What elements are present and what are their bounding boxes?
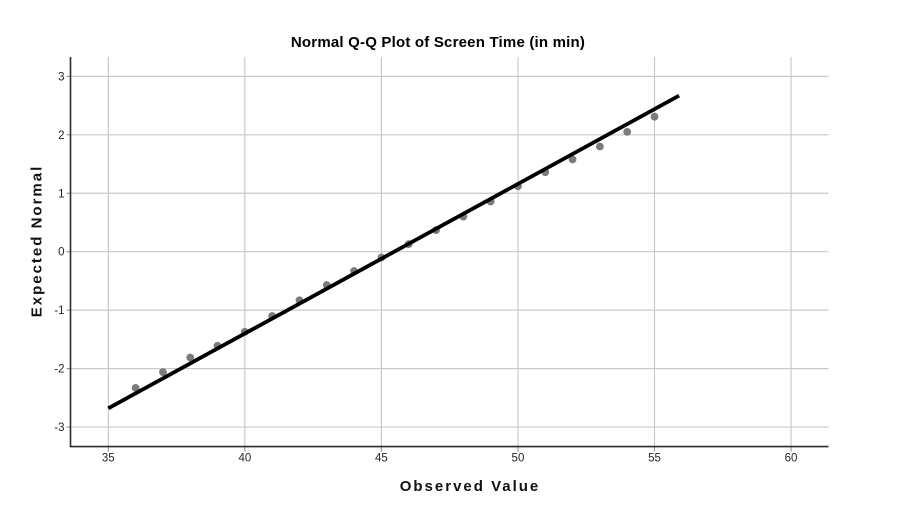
x-tick-label: 55 <box>648 453 661 465</box>
data-point <box>650 112 659 121</box>
y-tick-label: -1 <box>54 305 64 317</box>
axis-frame <box>69 57 829 448</box>
chart-title: Normal Q-Q Plot of Screen Time (in min) <box>290 34 586 51</box>
x-gridlines <box>107 57 792 452</box>
x-tick-label: 45 <box>375 453 388 465</box>
y-tick-labels: -3 -2 -1 0 1 2 3 <box>54 71 64 434</box>
x-tick-label: 35 <box>102 453 115 465</box>
data-point <box>623 127 632 136</box>
y-tick-label: 2 <box>58 130 64 142</box>
y-tick-label: -2 <box>54 364 64 376</box>
y-gridlines <box>66 75 829 428</box>
y-tick-label: 1 <box>58 188 64 200</box>
y-tick-label: 0 <box>58 247 64 259</box>
x-tick-label: 40 <box>238 453 251 465</box>
data-point <box>595 142 604 151</box>
data-point <box>186 353 195 362</box>
data-point <box>568 155 577 164</box>
normal-line <box>107 93 680 411</box>
y-axis-title: Expected Normal <box>28 164 46 318</box>
data-point <box>131 383 140 392</box>
reference-line <box>107 93 680 411</box>
data-point <box>159 368 167 377</box>
y-tick-label: 3 <box>58 71 64 83</box>
x-axis-title: Observed Value <box>399 478 541 495</box>
x-tick-labels: 35 40 45 50 55 60 <box>102 453 798 465</box>
x-tick-label: 50 <box>512 453 525 465</box>
x-tick-label: 60 <box>785 453 798 465</box>
y-tick-label: -3 <box>54 422 64 434</box>
